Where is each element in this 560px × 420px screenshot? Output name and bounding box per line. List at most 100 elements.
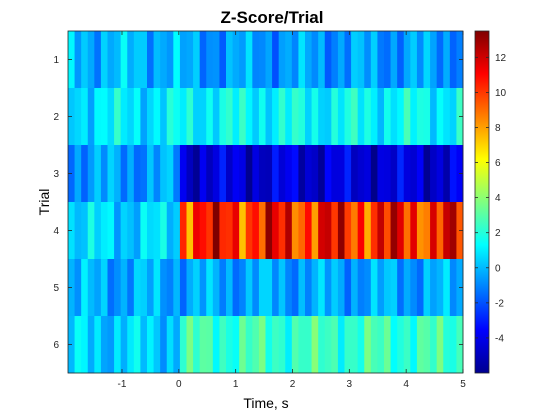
heatmap-cell (232, 202, 240, 260)
heatmap-cell (443, 31, 451, 89)
heatmap-cell (384, 145, 391, 203)
heatmap-cell (423, 259, 431, 317)
heatmap-cell (324, 259, 332, 317)
heatmap-cell (337, 202, 345, 260)
heatmap-cell (127, 145, 135, 203)
heatmap-cell (291, 202, 299, 260)
heatmap-cell (193, 202, 201, 260)
heatmap-cell (337, 316, 345, 374)
heatmap-cell (265, 316, 273, 374)
heatmap-cell (258, 88, 266, 146)
colorbar-tick-label: 4 (495, 193, 501, 204)
heatmap-cell (81, 31, 89, 89)
heatmap-cell (153, 259, 161, 317)
heatmap-cell (212, 88, 220, 146)
heatmap-cell (298, 259, 306, 317)
heatmap-cell (449, 145, 457, 203)
heatmap-cell (265, 31, 273, 89)
heatmap-cell (147, 259, 154, 317)
heatmap-cell (94, 88, 102, 146)
heatmap-cell (331, 31, 339, 89)
heatmap-cell (147, 316, 154, 374)
heatmap-cell (147, 31, 154, 89)
y-axis-label: Trial (36, 189, 52, 216)
heatmap-cell (226, 31, 233, 89)
heatmap-cell (384, 259, 391, 317)
heatmap-cell (311, 316, 319, 374)
heatmap-cell (390, 88, 398, 146)
heatmap-cell (120, 259, 128, 317)
heatmap-cell (133, 259, 141, 317)
heatmap-cell (114, 145, 122, 203)
heatmap-cell (166, 202, 174, 260)
heatmap-cell (397, 316, 405, 374)
heatmap-cell (436, 145, 444, 203)
heatmap-cell (120, 31, 128, 89)
heatmap-cell (107, 88, 115, 146)
heatmap-cell (107, 31, 115, 89)
y-tick-label: 2 (53, 112, 59, 123)
heatmap-cell (173, 259, 181, 317)
heatmap-cell (87, 88, 95, 146)
heatmap-cell (114, 259, 122, 317)
heatmap-cell (239, 31, 247, 89)
heatmap-cell (278, 202, 286, 260)
heatmap-cell (285, 145, 293, 203)
heatmap-cell (173, 202, 181, 260)
heatmap-row (68, 88, 464, 146)
heatmap-cell (199, 88, 207, 146)
heatmap-cell (252, 145, 260, 203)
heatmap-cell (305, 88, 312, 146)
heatmap-cell (193, 88, 201, 146)
colorbar-tick-label: 10 (495, 88, 507, 99)
y-tick-label: 4 (53, 226, 59, 237)
heatmap-cell (272, 31, 280, 89)
heatmap-cell (298, 316, 306, 374)
heatmap-cell (357, 259, 365, 317)
heatmap-cell (160, 316, 168, 374)
heatmap-cell (278, 31, 286, 89)
heatmap-cell (318, 259, 326, 317)
heatmap-cell (324, 202, 332, 260)
heatmap-cell (206, 145, 214, 203)
heatmap-cell (206, 202, 214, 260)
heatmap-cell (186, 316, 194, 374)
heatmap-cell (153, 31, 161, 89)
heatmap-cell (416, 31, 424, 89)
heatmap-cell (265, 259, 273, 317)
heatmap-cell (351, 145, 359, 203)
heatmap-cell (423, 145, 431, 203)
heatmap-cell (239, 145, 247, 203)
heatmap-cell (416, 202, 424, 260)
heatmap-cell (94, 259, 102, 317)
heatmap-cell (351, 88, 359, 146)
heatmap-cell (430, 259, 438, 317)
heatmap-cell (100, 88, 108, 146)
heatmap-cell (232, 31, 240, 89)
heatmap-cell (272, 316, 280, 374)
heatmap-cell (364, 259, 372, 317)
heatmap-cell (100, 31, 108, 89)
heatmap-cell (239, 88, 247, 146)
x-tick-label: 5 (460, 379, 466, 390)
heatmap-cell (179, 202, 187, 260)
heatmap-cell (100, 145, 108, 203)
heatmap-cell (199, 145, 207, 203)
heatmap-row (68, 31, 464, 89)
heatmap-cell (357, 202, 365, 260)
heatmap-cell (410, 259, 418, 317)
heatmap-cell (357, 316, 365, 374)
heatmap-cell (87, 316, 95, 374)
heatmap-cell (311, 259, 319, 317)
colorbar-tick-label: 0 (495, 263, 501, 274)
heatmap-cell (100, 316, 108, 374)
heatmap-cell (311, 202, 319, 260)
heatmap-cell (133, 88, 141, 146)
heatmap-cell (265, 145, 273, 203)
heatmap-cell (258, 202, 266, 260)
heatmap-row (68, 202, 464, 260)
heatmap-cell (252, 31, 260, 89)
heatmap-cell (370, 259, 378, 317)
heatmap-cell (410, 31, 418, 89)
heatmap-cell (449, 202, 457, 260)
